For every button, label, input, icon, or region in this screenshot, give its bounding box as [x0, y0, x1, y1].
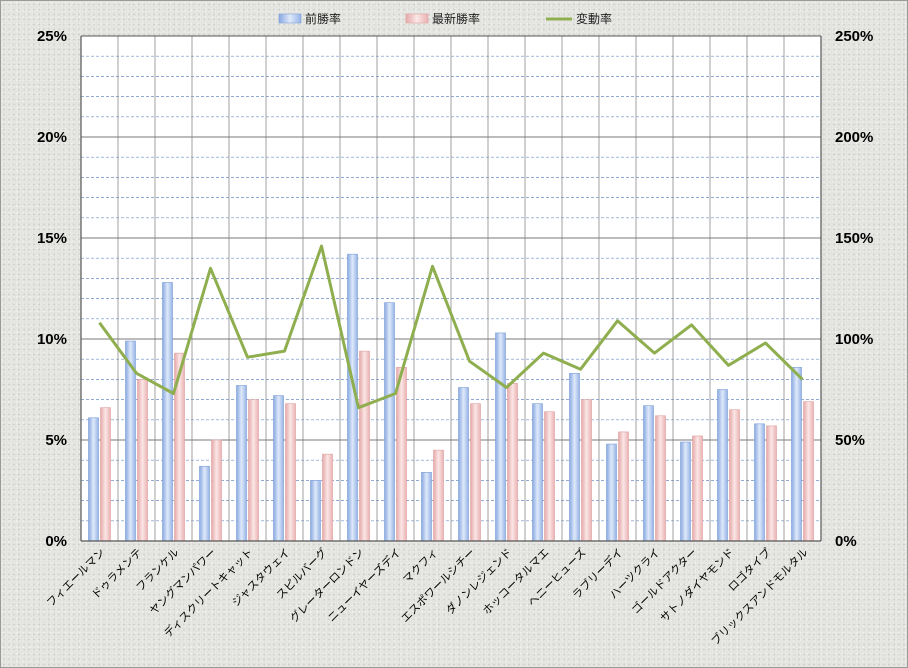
bar-prev-rate: [569, 373, 580, 542]
bar-prev-rate: [199, 465, 210, 542]
y-right-tick-label: 150%: [835, 230, 873, 247]
bar-latest-rate: [100, 407, 111, 542]
x-tick-label: ヤングマンパワー: [146, 545, 218, 617]
x-tick-label: ダノンレジェンド: [443, 545, 515, 617]
line-change-rate: [98, 244, 804, 410]
x-tick-label: ホッコータルマエ: [480, 546, 551, 617]
legend-swatch: [405, 13, 429, 24]
bar-latest-rate: [544, 411, 555, 542]
bar-prev-rate: [162, 282, 173, 542]
bar-latest-rate: [618, 431, 629, 542]
bar-prev-rate: [273, 395, 284, 542]
y-right-tick-label: 50%: [835, 432, 865, 449]
bar-latest-rate: [285, 403, 296, 542]
bar-latest-rate: [322, 453, 333, 542]
bar-prev-rate: [717, 389, 728, 542]
bar-prev-rate: [88, 417, 99, 542]
legend-label: 前勝率: [305, 11, 341, 26]
y-left-tick-label: 5%: [45, 432, 67, 449]
bar-latest-rate: [470, 403, 481, 542]
y-right-tick-label: 200%: [835, 129, 873, 146]
bar-latest-rate: [507, 383, 518, 542]
bar-latest-rate: [396, 366, 407, 542]
bar-prev-rate: [495, 332, 506, 542]
bar-prev-rate: [680, 441, 691, 542]
y-right-tick-label: 250%: [835, 28, 873, 45]
bar-latest-rate: [248, 399, 259, 542]
y-left-tick-label: 15%: [37, 230, 67, 247]
bar-prev-rate: [310, 480, 321, 542]
bar-latest-rate: [137, 379, 148, 542]
bar-prev-rate: [643, 405, 654, 542]
x-tick-label: ゴールドアクター: [628, 545, 699, 616]
bar-latest-rate: [803, 401, 814, 542]
bar-latest-rate: [359, 350, 370, 542]
bar-latest-rate: [581, 399, 592, 542]
legend-label: 最新勝率: [432, 11, 480, 26]
bar-prev-rate: [458, 387, 469, 542]
bar-latest-rate: [766, 425, 777, 542]
y-left-tick-label: 25%: [37, 28, 67, 45]
bar-prev-rate: [236, 385, 247, 542]
bar-prev-rate: [754, 423, 765, 542]
y-left-tick-label: 0%: [45, 533, 67, 550]
y-right-tick-label: 100%: [835, 331, 873, 348]
bar-latest-rate: [729, 409, 740, 542]
y-left-tick-label: 10%: [37, 331, 67, 348]
bar-latest-rate: [692, 435, 703, 542]
y-left-tick-label: 20%: [37, 129, 67, 146]
bar-prev-rate: [384, 302, 395, 542]
bar-prev-rate: [606, 443, 617, 542]
bar-latest-rate: [211, 439, 222, 542]
legend-label: 変動率: [576, 11, 612, 26]
bar-latest-rate: [655, 415, 666, 542]
bar-prev-rate: [421, 472, 432, 542]
bar-prev-rate: [532, 403, 543, 542]
bar-latest-rate: [433, 449, 444, 542]
y-right-tick-label: 0%: [835, 533, 857, 550]
legend-swatch: [278, 13, 302, 24]
bar-prev-rate: [791, 366, 802, 542]
